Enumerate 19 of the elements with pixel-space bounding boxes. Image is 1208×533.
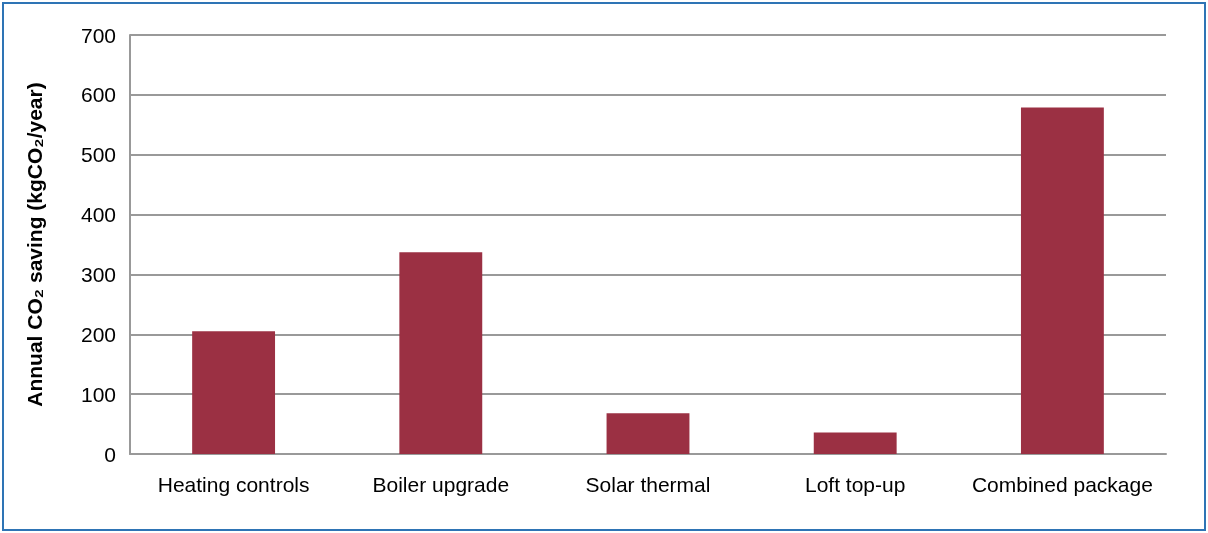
x-tick-label: Heating controls (157, 473, 310, 496)
x-tick-label: Combined package (971, 473, 1153, 496)
bar (399, 252, 483, 454)
y-tick-label: 100 (80, 382, 116, 406)
y-axis-title: Annual CO₂ saving (kgCO₂/year) (23, 82, 46, 407)
x-tick-label: Solar thermal (585, 473, 711, 496)
y-tick-label: 300 (80, 262, 116, 286)
y-tick-label: 200 (80, 322, 116, 346)
bar (192, 331, 276, 454)
y-tick-label: 500 (80, 143, 116, 167)
bar (606, 413, 690, 454)
y-tick-label: 0 (104, 442, 116, 466)
y-tick-label: 400 (80, 203, 116, 227)
x-tick-label: Boiler upgrade (372, 473, 510, 496)
y-tick-label: 600 (80, 83, 116, 107)
y-tick-label: 700 (80, 23, 116, 47)
bar (813, 432, 897, 454)
x-tick-label: Loft top-up (805, 473, 906, 496)
bar (1020, 107, 1104, 454)
